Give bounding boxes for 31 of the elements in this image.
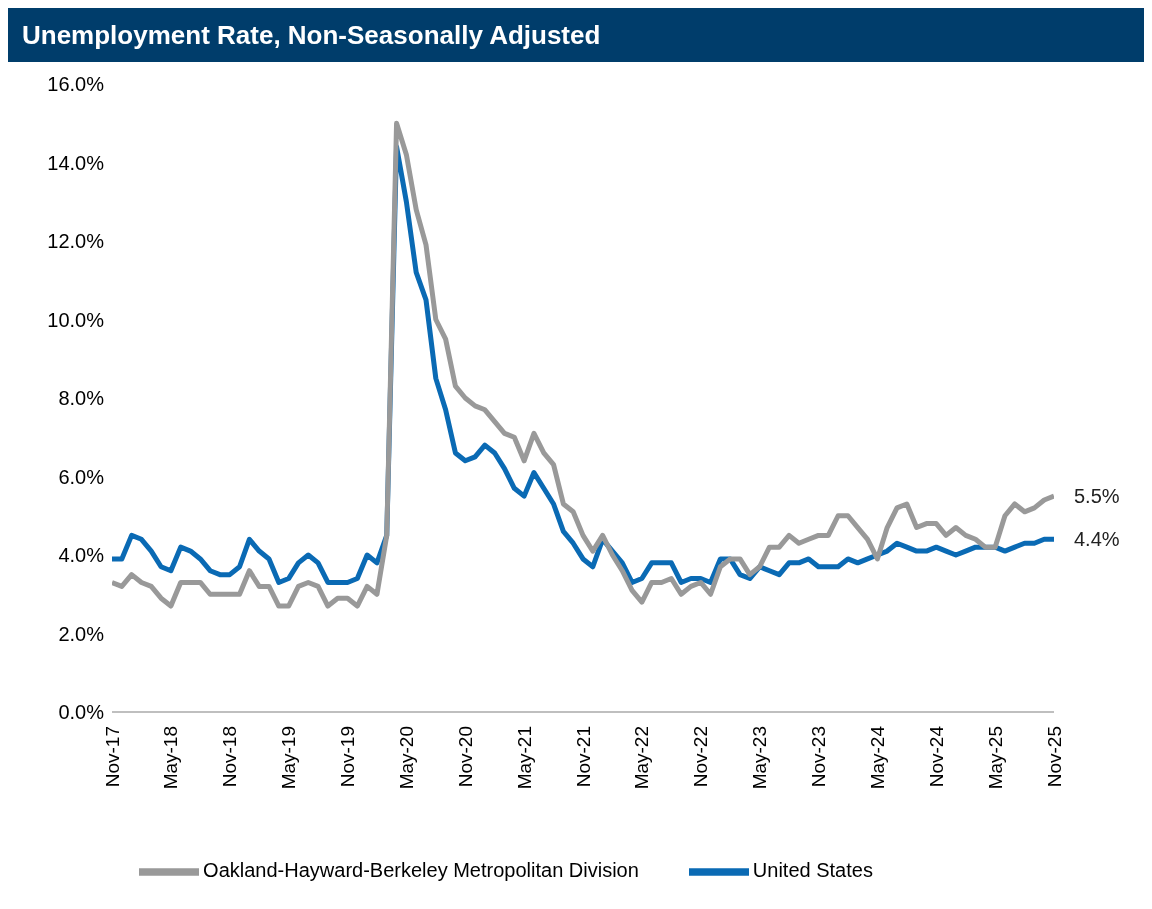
- x-tick-label: Nov-22: [690, 726, 712, 788]
- y-tick-label: 8.0%: [58, 387, 105, 410]
- legend-label: United States: [752, 859, 873, 882]
- y-tick-label: 0.0%: [58, 701, 105, 724]
- x-tick-label: Nov-17: [101, 726, 123, 788]
- y-tick-label: 4.0%: [58, 544, 105, 567]
- x-tick-label: May-22: [631, 726, 653, 790]
- x-tick-label: Nov-20: [454, 726, 476, 788]
- y-tick-label: 6.0%: [58, 465, 105, 488]
- y-tick-label: 12.0%: [47, 230, 105, 253]
- x-tick-label: Nov-18: [219, 726, 241, 788]
- x-tick-label: May-24: [866, 725, 888, 790]
- x-tick-label: May-21: [513, 726, 535, 790]
- y-tick-label: 14.0%: [47, 151, 105, 174]
- x-tick-label: May-18: [160, 726, 182, 790]
- chart-title: Unemployment Rate, Non-Seasonally Adjusted: [8, 8, 1144, 62]
- x-tick-label: Nov-19: [337, 726, 358, 788]
- data-label: 4.4%: [1074, 528, 1120, 551]
- y-tick-label: 16.0%: [47, 73, 105, 96]
- x-tick-label: May-20: [395, 726, 417, 790]
- legend-label: Oakland-Hayward-Berkeley Metropolitan Division: [203, 859, 639, 882]
- x-tick-label: Nov-24: [925, 725, 947, 788]
- x-tick-label: May-25: [984, 726, 1006, 790]
- x-tick-label: Nov-21: [572, 726, 594, 788]
- x-tick-label: Nov-25: [1043, 726, 1065, 788]
- x-tick-label: May-23: [749, 726, 771, 790]
- x-tick-label: May-19: [278, 726, 300, 790]
- data-label: 5.5%: [1074, 485, 1120, 508]
- x-tick-label: Nov-23: [808, 726, 829, 788]
- y-tick-label: 2.0%: [58, 622, 105, 645]
- y-tick-label: 10.0%: [47, 308, 105, 331]
